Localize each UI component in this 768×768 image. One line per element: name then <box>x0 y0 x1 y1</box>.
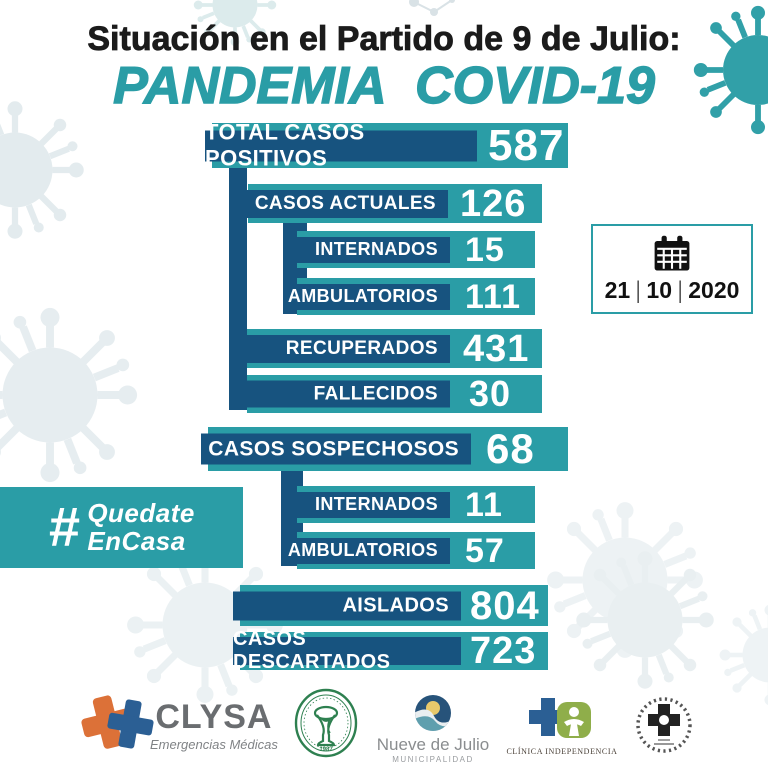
nueve-de-julio-emblem-icon <box>415 695 451 731</box>
stat-label: AMBULATORIOS <box>288 537 450 564</box>
stat-bar-recuperados: RECUPERADOS 431 <box>240 327 542 370</box>
stat-bar-total-casos-positivos: TOTAL CASOS POSITIVOS 587 <box>205 120 568 171</box>
quedate-en-casa-banner: # Quedate EnCasa <box>0 487 243 568</box>
page-title: Situación en el Partido de 9 de Julio: <box>87 20 681 59</box>
clysa-cross-icon <box>81 695 154 749</box>
clinica-cross-icon <box>529 698 591 738</box>
page-subtitle-pandemia-covid19: PANDEMIA COVID-19 <box>112 56 655 115</box>
stat-value: 15 <box>465 230 505 269</box>
stat-label: CASOS ACTUALES <box>241 189 448 218</box>
hashtag-symbol: # <box>48 495 80 559</box>
hashtag-line2: EnCasa <box>87 525 186 556</box>
stat-value: 431 <box>463 327 530 370</box>
municipalidad-subtitle: MUNICIPALIDAD <box>392 755 474 764</box>
municipalidad-name: Nueve de Julio <box>376 735 490 754</box>
stat-label: AISLADOS <box>233 591 461 620</box>
date-separator: | <box>636 276 641 304</box>
stat-label: CASOS DESCARTADOS <box>233 628 461 673</box>
svg-text:1987: 1987 <box>319 747 333 753</box>
stat-bar-casos-descartados: CASOS DESCARTADOS 723 <box>233 628 548 673</box>
virus-icon <box>0 95 90 245</box>
stat-value: 68 <box>486 425 535 472</box>
aclisa-seal-logo <box>634 694 694 761</box>
stat-label: AMBULATORIOS <box>288 283 450 310</box>
stat-value: 723 <box>470 630 537 672</box>
stat-value: 30 <box>469 373 512 414</box>
stat-bar-internados-sospechosos: INTERNADOS 11 <box>290 485 535 524</box>
clinica-name: CLÍNICA INDEPENDENCIA <box>506 747 618 756</box>
stat-value: 11 <box>465 485 503 524</box>
date-year: 2020 <box>688 277 740 303</box>
molecule-dots-icon <box>409 0 455 16</box>
stat-bar-internados: INTERNADOS 15 <box>290 230 535 269</box>
date-separator: | <box>678 276 682 304</box>
stat-label: RECUPERADOS <box>240 334 450 363</box>
stat-label: INTERNADOS <box>290 236 450 263</box>
stat-bar-ambulatorios-sospechosos: AMBULATORIOS 57 <box>288 531 535 570</box>
date-month: 10 <box>646 277 672 303</box>
date-box: 21 | 10 | 2020 <box>591 224 753 314</box>
stat-value: 111 <box>465 277 521 316</box>
calendar-icon <box>654 235 690 271</box>
date-day: 21 <box>604 277 631 303</box>
circulo-medico-seal-logo: 1987 <box>293 687 359 764</box>
clysa-tagline: Emergencias Médicas <box>150 737 278 752</box>
stat-bar-casos-sospechosos: CASOS SOSPECHOSOS 68 <box>201 425 568 472</box>
stat-label: FALLECIDOS <box>240 380 450 408</box>
stat-bar-casos-actuales: CASOS ACTUALES 126 <box>241 182 542 225</box>
stat-bar-aislados: AISLADOS 804 <box>233 583 548 628</box>
stat-bar-fallecidos: FALLECIDOS 30 <box>240 373 542 414</box>
stat-value: 57 <box>465 531 505 570</box>
hashtag-line1: Quedate <box>87 498 195 529</box>
stat-label: TOTAL CASOS POSITIVOS <box>205 120 477 171</box>
date-text: 21 | 10 | 2020 <box>605 277 740 305</box>
stat-bar-ambulatorios: AMBULATORIOS 111 <box>288 277 535 316</box>
virus-icon <box>570 545 720 695</box>
clinica-independencia-logo: CLÍNICA INDEPENDENCIA <box>506 696 618 756</box>
bw-seal-icon <box>636 697 692 753</box>
stat-value: 804 <box>470 583 540 628</box>
stat-value: 126 <box>460 182 527 225</box>
stat-label: INTERNADOS <box>290 491 450 518</box>
virus-icon <box>0 300 145 490</box>
clysa-logo: CLYSA Emergencias Médicas <box>78 690 278 760</box>
municipalidad-logo: Nueve de Julio MUNICIPALIDAD <box>368 694 498 764</box>
stat-label: CASOS SOSPECHOSOS <box>201 433 471 465</box>
virus-icon <box>715 600 768 710</box>
clysa-name: CLYSA <box>155 698 273 736</box>
medical-seal-icon: 1987 <box>294 688 358 758</box>
stat-value: 587 <box>488 120 565 170</box>
